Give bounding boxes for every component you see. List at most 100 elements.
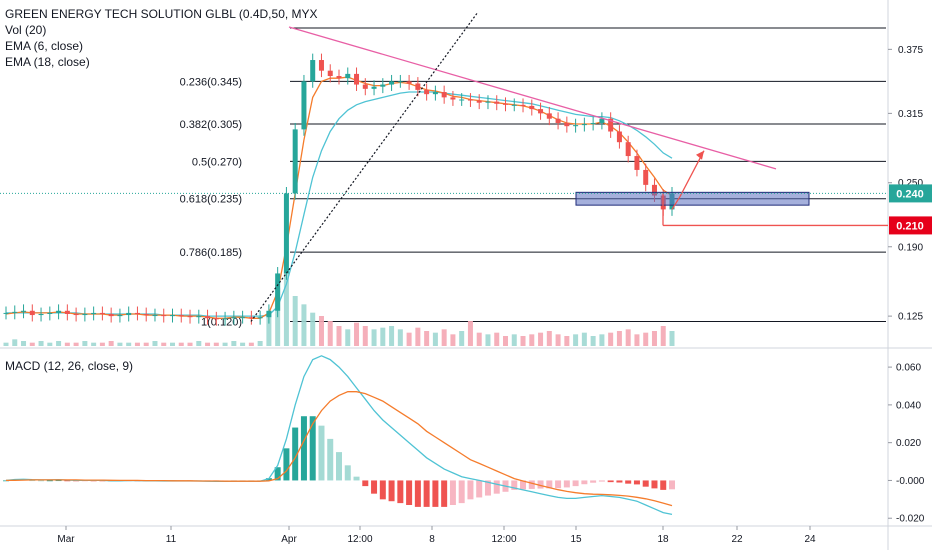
ema-long-path <box>6 91 673 317</box>
macd-histogram-bar <box>563 480 570 488</box>
candle-body <box>21 310 27 312</box>
macd-histogram-bar <box>590 480 597 483</box>
volume-bar <box>47 342 53 346</box>
macd-histogram-bar <box>362 480 369 487</box>
candle-body <box>599 118 605 123</box>
volume-bar <box>432 332 438 346</box>
macd-histogram-bar <box>467 480 474 500</box>
volume-bar <box>669 331 675 346</box>
volume-bar <box>538 332 544 346</box>
macd-histogram-bar <box>669 480 675 490</box>
volume-bar <box>196 341 202 346</box>
volume-bar <box>616 331 622 346</box>
volume-bar <box>21 341 27 346</box>
macd-histogram-bar <box>572 480 579 487</box>
volume-bar <box>573 334 579 346</box>
time-tick-label: Apr <box>281 534 297 545</box>
macd-histogram-bar <box>300 416 307 481</box>
volume-bar <box>564 336 570 346</box>
volume-bar <box>134 342 140 346</box>
volume-bar <box>248 342 254 346</box>
volume-bar <box>643 332 649 346</box>
candle-body <box>389 81 395 85</box>
candle-body <box>424 89 430 95</box>
candle-body <box>213 318 219 320</box>
symbol-title[interactable]: GREEN ENERGY TECH SOLUTION GLBL (0.4D,50… <box>5 7 318 21</box>
volume-bar <box>511 334 517 346</box>
candle-body <box>529 105 535 110</box>
fib-level-label: 0.236(0.345) <box>180 76 242 88</box>
last-price-label: 0.240 <box>896 188 924 200</box>
ema-long-legend[interactable]: EMA (18, close) <box>5 55 90 69</box>
volume-bar <box>283 271 289 346</box>
candle-body <box>538 109 544 114</box>
candle-body <box>196 316 202 318</box>
macd-histogram-bar <box>344 465 351 481</box>
macd-histogram-bar <box>55 480 62 482</box>
macd-histogram-bar <box>520 480 527 490</box>
macd-histogram-bar <box>660 480 667 490</box>
candle-body <box>178 315 184 317</box>
volume-bar <box>476 332 482 346</box>
time-tick-label: 22 <box>731 534 743 545</box>
macd-title[interactable]: MACD (12, 26, close, 9) <box>5 359 134 373</box>
macd-pane <box>3 355 675 516</box>
macd-histogram-bar <box>537 480 544 489</box>
candle-body <box>555 118 561 123</box>
volume-bar <box>651 331 657 346</box>
volume-bar <box>73 342 79 346</box>
volume-bar <box>590 336 596 346</box>
macd-histogram-bar <box>309 416 316 481</box>
volume-bar <box>222 342 228 346</box>
candle-body <box>590 122 596 125</box>
macd-histogram-bar <box>432 480 439 507</box>
candle-body <box>564 122 570 127</box>
volume-legend[interactable]: Vol (20) <box>5 23 47 37</box>
macd-tick-label: -0.020 <box>896 514 925 525</box>
macd-tick-label: 0.040 <box>896 400 921 411</box>
time-tick-label: 12:00 <box>491 534 516 545</box>
candle-body <box>47 312 53 314</box>
volume-bar <box>12 339 18 346</box>
price-tick-label: 0.125 <box>898 312 923 323</box>
volume-bar <box>170 342 175 346</box>
volume-bar <box>503 336 508 346</box>
candle-body <box>3 312 9 314</box>
candle-body <box>616 131 622 143</box>
time-tick-label: 24 <box>804 534 816 545</box>
candle-body <box>283 193 289 274</box>
candle-body <box>275 273 281 311</box>
volume-bar <box>301 304 307 346</box>
projection-arrow-head <box>696 150 704 160</box>
macd-histogram-bar <box>38 480 45 482</box>
candle-body <box>266 310 272 318</box>
macd-histogram-bar <box>598 480 605 482</box>
volume-bar <box>625 329 631 346</box>
volume-bar <box>608 332 614 346</box>
candle-body <box>205 316 211 319</box>
macd-histogram-bar <box>642 480 649 487</box>
volume-bar <box>143 342 149 346</box>
candle-body <box>511 104 517 106</box>
candle-body <box>29 310 35 316</box>
volume-bar <box>336 326 342 346</box>
macd-histogram-bar <box>336 452 342 481</box>
macd-histogram-bar <box>511 480 518 490</box>
volume-bar <box>424 331 430 346</box>
candle-body <box>485 101 491 103</box>
drawings[interactable] <box>0 11 888 322</box>
ema-long-line <box>6 91 673 317</box>
volume-bar <box>152 341 158 346</box>
volume-bar <box>354 322 360 346</box>
volume-bar <box>266 312 272 346</box>
volume-bar <box>231 341 237 346</box>
ema-short-legend[interactable]: EMA (6, close) <box>5 39 84 53</box>
price-tick-label: 0.190 <box>898 242 923 253</box>
candle-body <box>432 92 438 95</box>
volume-bar <box>345 329 351 346</box>
volume-bar <box>318 316 324 346</box>
candle-body <box>161 315 167 317</box>
candle-body <box>73 313 79 316</box>
